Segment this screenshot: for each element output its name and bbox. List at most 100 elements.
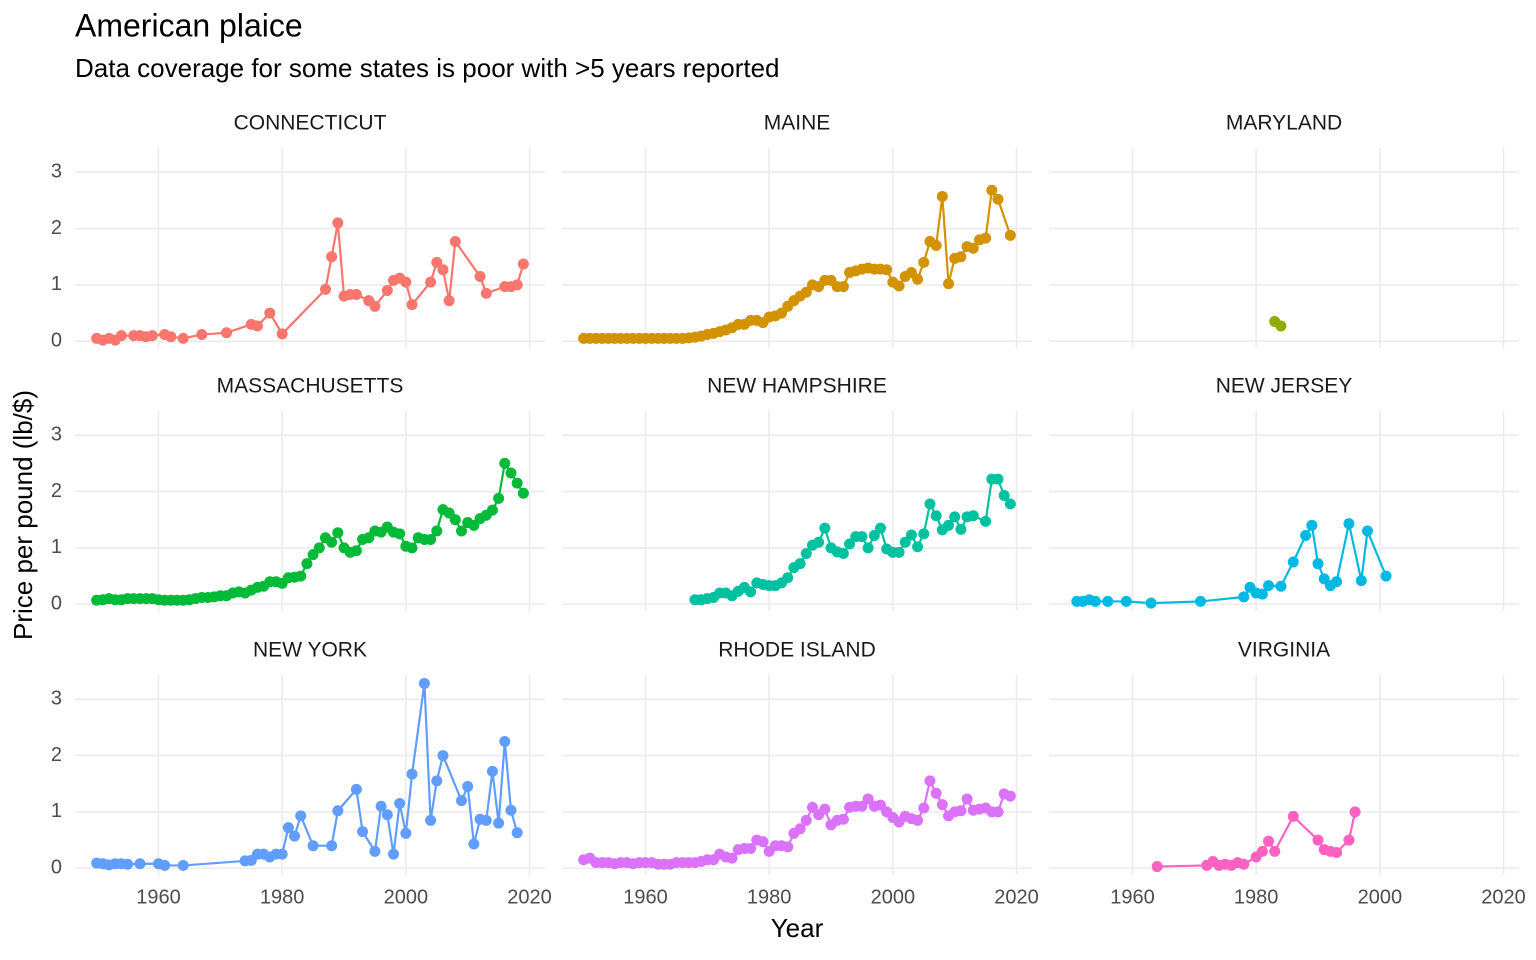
point xyxy=(986,184,998,196)
point xyxy=(332,217,344,229)
y-tick-label: 2 xyxy=(51,744,62,766)
facet-label: MAINE xyxy=(764,112,831,135)
point xyxy=(1275,320,1287,332)
point xyxy=(1004,229,1016,241)
x-tick-label: 2020 xyxy=(994,886,1039,908)
line xyxy=(1076,522,1388,605)
point xyxy=(1256,588,1268,600)
point xyxy=(1238,858,1250,870)
facet-label: NEW JERSEY xyxy=(1216,375,1353,398)
point xyxy=(431,525,443,537)
x-tick-label: 1980 xyxy=(1234,886,1279,908)
point xyxy=(967,510,979,522)
point xyxy=(456,795,468,807)
point xyxy=(221,327,233,339)
point xyxy=(375,800,387,812)
point xyxy=(511,477,523,489)
point xyxy=(406,299,418,311)
chart-title: American plaice xyxy=(75,7,303,43)
point xyxy=(400,276,412,288)
point xyxy=(930,510,942,522)
point xyxy=(918,802,930,814)
point xyxy=(837,281,849,293)
point xyxy=(276,328,288,340)
point xyxy=(264,307,276,319)
point xyxy=(357,826,369,838)
point xyxy=(980,232,992,244)
point xyxy=(980,515,992,527)
point xyxy=(943,519,955,531)
x-tick-label: 2020 xyxy=(1481,886,1526,908)
y-tick-label: 3 xyxy=(51,688,62,710)
point xyxy=(782,572,794,584)
point xyxy=(196,328,208,340)
point xyxy=(493,817,505,829)
point xyxy=(955,805,967,817)
x-tick-label: 2000 xyxy=(384,886,429,908)
x-tick-label: 1960 xyxy=(623,886,668,908)
point xyxy=(381,809,393,821)
point xyxy=(967,242,979,254)
point xyxy=(800,548,812,560)
point xyxy=(350,288,362,300)
point xyxy=(251,320,263,332)
y-tick-label: 0 xyxy=(51,593,62,615)
point xyxy=(1355,575,1367,587)
y-tick-label: 0 xyxy=(51,330,62,352)
point xyxy=(1361,525,1373,537)
point xyxy=(134,858,146,870)
y-tick-label: 2 xyxy=(51,217,62,239)
point xyxy=(499,735,511,747)
x-tick-label: 2020 xyxy=(507,886,552,908)
point xyxy=(295,810,307,822)
point xyxy=(918,256,930,268)
y-tick-label: 1 xyxy=(51,273,62,295)
point xyxy=(1145,597,1157,609)
point xyxy=(480,814,492,826)
point xyxy=(936,799,948,811)
point xyxy=(782,841,794,853)
point xyxy=(899,536,911,548)
point xyxy=(856,800,868,812)
point xyxy=(924,498,936,510)
point xyxy=(745,586,757,598)
point xyxy=(332,805,344,817)
point xyxy=(998,490,1010,502)
point xyxy=(992,806,1004,818)
facet-label: MARYLAND xyxy=(1226,112,1342,135)
point xyxy=(1089,595,1101,607)
point xyxy=(893,546,905,558)
point xyxy=(505,467,517,479)
point xyxy=(868,530,880,542)
point xyxy=(326,251,338,263)
point xyxy=(381,285,393,297)
facet-label: NEW YORK xyxy=(253,639,367,662)
point xyxy=(1256,845,1268,857)
point xyxy=(295,570,307,582)
point xyxy=(326,536,338,548)
point xyxy=(955,251,967,263)
point xyxy=(800,814,812,826)
point xyxy=(893,280,905,292)
point xyxy=(177,859,189,871)
facet-label: RHODE ISLAND xyxy=(718,639,876,662)
point xyxy=(837,813,849,825)
point xyxy=(307,840,319,852)
point xyxy=(819,522,831,534)
point xyxy=(394,797,406,809)
facet-label: NEW HAMPSHIRE xyxy=(707,375,887,398)
y-tick-label: 0 xyxy=(51,857,62,879)
x-tick-label: 1960 xyxy=(1110,886,1155,908)
point xyxy=(806,801,818,813)
point xyxy=(480,287,492,299)
point xyxy=(431,775,443,787)
point xyxy=(326,840,338,852)
point xyxy=(159,859,171,871)
point xyxy=(146,330,158,342)
point xyxy=(1343,834,1355,846)
y-axis-title: Price per pound (lb/$) xyxy=(8,390,38,640)
point xyxy=(468,838,480,850)
point xyxy=(912,814,924,826)
point xyxy=(517,258,529,270)
